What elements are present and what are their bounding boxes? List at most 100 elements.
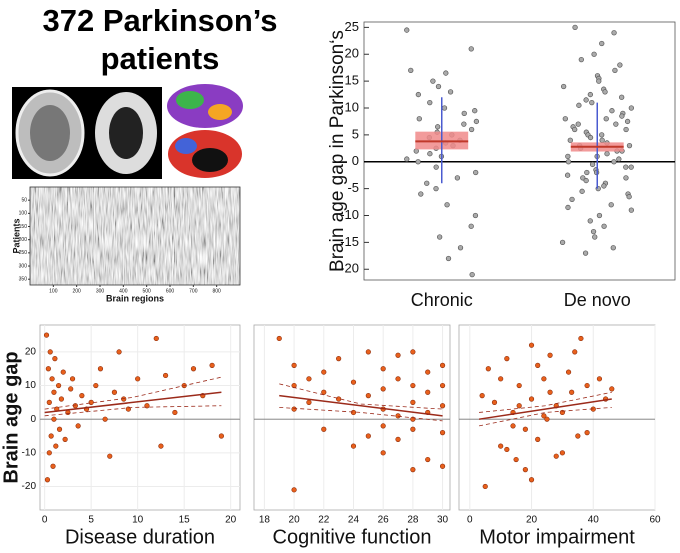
- data-point: [44, 477, 51, 483]
- data-point: [321, 389, 327, 395]
- data-point: [473, 169, 479, 176]
- x-tick-label: 300: [96, 288, 105, 294]
- data-point: [190, 366, 197, 372]
- x-tick-label: Chronic: [411, 290, 473, 310]
- data-point: [306, 399, 312, 405]
- data-point: [209, 362, 215, 368]
- data-point: [559, 450, 566, 456]
- data-point: [439, 463, 446, 469]
- data-point: [380, 386, 386, 392]
- data-point: [439, 403, 446, 409]
- data-point: [425, 369, 431, 375]
- x-tick-label: 600: [166, 288, 175, 294]
- data-point: [528, 396, 535, 402]
- data-point: [619, 113, 625, 119]
- data-point: [380, 450, 386, 456]
- data-point: [498, 376, 504, 382]
- data-point: [498, 443, 504, 449]
- data-point: [572, 24, 578, 31]
- ci-lower-line: [279, 407, 443, 422]
- y-tick-label: 200: [19, 237, 28, 243]
- data-point: [575, 121, 581, 127]
- data-point: [611, 30, 617, 36]
- data-point: [444, 202, 450, 208]
- heatmap-image: [30, 187, 240, 285]
- x-tick-label: 400: [119, 288, 128, 294]
- data-point: [365, 393, 371, 399]
- y-tick-label: 100: [19, 211, 28, 217]
- mri-stripped-inner: [109, 107, 143, 159]
- data-point: [68, 386, 74, 392]
- data-point: [447, 89, 454, 95]
- data-point: [559, 239, 566, 246]
- data-point: [56, 382, 62, 389]
- data-point: [578, 56, 584, 63]
- data-point: [628, 105, 634, 111]
- data-point: [350, 443, 357, 449]
- data-point: [404, 27, 410, 33]
- data-point: [624, 118, 631, 125]
- data-point: [596, 78, 602, 84]
- x-tick-label: 30: [437, 515, 449, 526]
- figure-title: 372 Parkinson’s patients: [42, 3, 278, 76]
- data-point: [439, 382, 446, 389]
- data-point: [516, 382, 522, 389]
- x-tick-label: 60: [649, 515, 661, 526]
- data-point: [473, 118, 480, 125]
- data-point: [565, 369, 572, 375]
- data-point: [441, 105, 448, 111]
- data-point: [510, 423, 516, 429]
- data-point: [172, 409, 178, 416]
- data-point: [430, 78, 436, 84]
- data-point: [565, 153, 571, 160]
- data-point: [427, 99, 433, 106]
- data-point: [623, 164, 629, 170]
- data-point: [88, 399, 94, 405]
- data-point: [541, 376, 547, 382]
- data-point: [468, 126, 475, 133]
- data-point: [562, 116, 568, 122]
- brain-parcel: [175, 138, 197, 154]
- data-point: [608, 202, 614, 208]
- data-point: [435, 83, 442, 90]
- data-point: [619, 94, 625, 100]
- x-axis-label: Cognitive function: [273, 526, 432, 548]
- data-point: [535, 436, 541, 442]
- data-point: [601, 223, 607, 229]
- data-point: [612, 67, 618, 74]
- data-point: [604, 151, 610, 157]
- data-point: [616, 156, 622, 162]
- data-point: [584, 169, 590, 176]
- data-point: [601, 183, 607, 189]
- ci-upper-line: [479, 391, 612, 413]
- plot-frame: [253, 324, 451, 511]
- data-point: [58, 396, 64, 402]
- data-point: [365, 349, 371, 355]
- data-point: [541, 413, 547, 419]
- data-point: [336, 356, 342, 362]
- data-point: [547, 389, 553, 395]
- data-point: [413, 148, 419, 154]
- data-point: [626, 194, 632, 200]
- data-point: [547, 352, 553, 358]
- data-point: [485, 366, 491, 372]
- x-tick-label: 10: [132, 515, 144, 526]
- y-tick-label: 300: [19, 263, 28, 269]
- y-tick-label: -20: [22, 481, 37, 492]
- data-point: [433, 185, 439, 192]
- x-tick-label: 22: [318, 515, 330, 526]
- data-point: [569, 196, 575, 203]
- data-point: [504, 446, 510, 453]
- data-point: [408, 67, 414, 74]
- data-point: [569, 389, 575, 395]
- data-point: [433, 164, 439, 170]
- data-point: [291, 487, 297, 493]
- data-point: [522, 426, 528, 432]
- y-tick-label: 150: [19, 224, 28, 230]
- data-point: [46, 450, 52, 456]
- data-point: [445, 255, 452, 262]
- y-axis-label: Patients: [11, 218, 21, 253]
- y-tick-label: 15: [345, 73, 359, 88]
- mri-t1-inner: [30, 105, 70, 161]
